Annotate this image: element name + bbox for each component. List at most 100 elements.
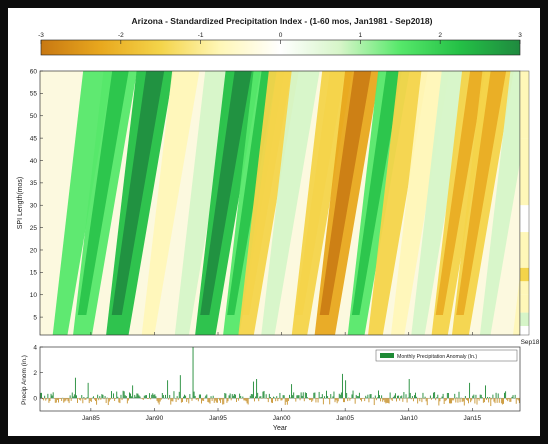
precip-anomaly-bar <box>403 392 405 399</box>
precip-anomaly-bar <box>480 394 482 399</box>
precip-anomaly-bar <box>508 398 510 400</box>
precip-anomaly-bar <box>99 396 101 399</box>
x-tick-label: Jan95 <box>209 415 227 422</box>
precip-anomaly-bar <box>400 396 402 399</box>
precip-anomaly-bar <box>507 398 509 402</box>
precip-anomaly-bar <box>193 391 195 399</box>
precip-anomaly-bar <box>122 390 124 399</box>
precip-anomaly-bar <box>77 398 78 403</box>
precip-anomaly-bar <box>215 398 217 403</box>
precip-anomaly-bar <box>435 398 437 401</box>
precip-anomaly-bar <box>471 398 473 401</box>
heatmap-y-axis-label: SPI Length(mos) <box>17 177 24 230</box>
precip-anomaly-bar <box>136 393 138 399</box>
spi-band-core <box>351 71 402 315</box>
precip-anomaly-bar <box>490 398 492 407</box>
precip-anomaly-bar <box>80 398 82 401</box>
precip-anomaly-bar <box>233 394 235 399</box>
heatmap-y-tick-label: 50 <box>30 113 38 120</box>
precip-anomaly-bar <box>383 398 385 401</box>
legend-swatch <box>380 353 394 358</box>
precip-anomaly-bar <box>382 398 384 402</box>
precip-anomaly-bar <box>65 398 67 401</box>
precip-anomaly-bar <box>150 398 152 400</box>
precip-anomaly-bar <box>286 398 288 405</box>
precip-anomaly-bar <box>156 398 158 401</box>
precip-anomaly-bar <box>494 398 496 404</box>
precip-anomaly-bar <box>173 391 175 399</box>
precip-anomaly-bar <box>132 385 134 399</box>
precip-anomaly-bar <box>147 398 148 399</box>
precip-anomaly-bar <box>213 398 215 403</box>
precip-anomaly-bar <box>434 392 436 399</box>
precip-anomaly-bar <box>74 377 76 399</box>
precip-anomaly-bar <box>335 398 337 401</box>
precip-anomaly-bar <box>378 390 379 399</box>
precip-anomaly-bar <box>392 396 394 399</box>
precip-anomaly-bar <box>100 398 102 400</box>
precip-anomaly-bar <box>48 398 50 403</box>
precip-anomaly-bar <box>81 395 83 399</box>
precip-anomaly-bar <box>476 398 478 405</box>
precip-anomaly-bar <box>334 398 336 403</box>
precip-anomaly-bar <box>68 398 70 404</box>
precip-anomaly-bar <box>103 398 105 400</box>
precip-anomaly-bar <box>360 398 361 400</box>
spi-band-core <box>111 71 165 315</box>
precip-anomaly-bar <box>239 393 241 399</box>
precip-anomaly-bar <box>475 394 477 399</box>
bar-x-ticks: Jan85 Jan90 Jan95 Jan00 Jan05 Jan10 Jan15 <box>82 332 482 422</box>
colorbar-tick-label: -3 <box>38 32 44 39</box>
precip-anomaly-bar <box>498 398 500 403</box>
precip-anomaly-bar <box>514 394 516 399</box>
precip-anomaly-bar <box>229 393 231 399</box>
colorbar-ticks: -3 -2 -1 0 1 2 3 <box>38 32 522 44</box>
precip-anomaly-bar <box>312 398 314 401</box>
precip-anomaly-bar <box>202 398 204 401</box>
precip-anomaly-bar <box>83 397 85 399</box>
heatmap-y-tick-label: 5 <box>33 314 37 321</box>
precip-anomaly-bar <box>386 398 388 403</box>
precip-anomaly-bar <box>138 395 140 399</box>
precip-anomaly-bar <box>424 396 426 399</box>
precip-anomaly-bar <box>506 398 508 400</box>
bar-y-tick-label: 0 <box>33 396 37 403</box>
precip-anomaly-bar <box>362 398 364 399</box>
precip-anomaly-bar <box>41 392 42 399</box>
precip-anomaly-bar <box>302 392 304 399</box>
current-spi-cell <box>520 254 529 268</box>
precip-anomaly-bar <box>260 396 262 399</box>
precip-anomaly-bar <box>266 398 268 399</box>
colorbar-tick-label: -2 <box>118 32 124 39</box>
precip-anomaly-bar <box>63 398 65 403</box>
precip-anomaly-bar <box>265 394 267 399</box>
precip-anomaly-bar <box>474 398 476 404</box>
precip-anomaly-bar <box>470 398 472 403</box>
precip-anomaly-bar <box>144 395 146 399</box>
precip-anomaly-bar <box>495 392 497 399</box>
precip-anomaly-bar <box>381 395 383 399</box>
precip-anomaly-bar <box>206 394 208 399</box>
precip-anomaly-bar <box>398 395 400 399</box>
precip-anomaly-bar <box>429 395 431 399</box>
precip-anomaly-bar <box>194 395 196 399</box>
precip-anomaly-bar <box>180 398 182 403</box>
spi-heatmap <box>39 70 521 336</box>
precip-anomaly-bar <box>216 398 218 403</box>
precip-anomaly-bar <box>108 398 110 402</box>
precip-anomaly-bar <box>109 398 111 400</box>
precip-anomaly-bar <box>348 397 350 399</box>
precip-anomaly-bar <box>167 380 169 399</box>
precip-anomaly-bar <box>95 398 96 402</box>
precip-anomaly-bar <box>142 398 144 400</box>
precip-anomaly-bar <box>207 398 209 403</box>
precip-anomaly-bar <box>125 396 127 399</box>
precip-anomaly-bar <box>442 393 444 399</box>
x-tick-label: Jan90 <box>146 415 164 422</box>
precip-anomaly-bar <box>444 398 446 402</box>
precip-anomaly-bar <box>291 384 293 399</box>
precip-anomaly-bar <box>211 398 213 401</box>
precip-anomaly-bar <box>184 394 186 399</box>
precip-anomaly-bar <box>152 393 154 399</box>
